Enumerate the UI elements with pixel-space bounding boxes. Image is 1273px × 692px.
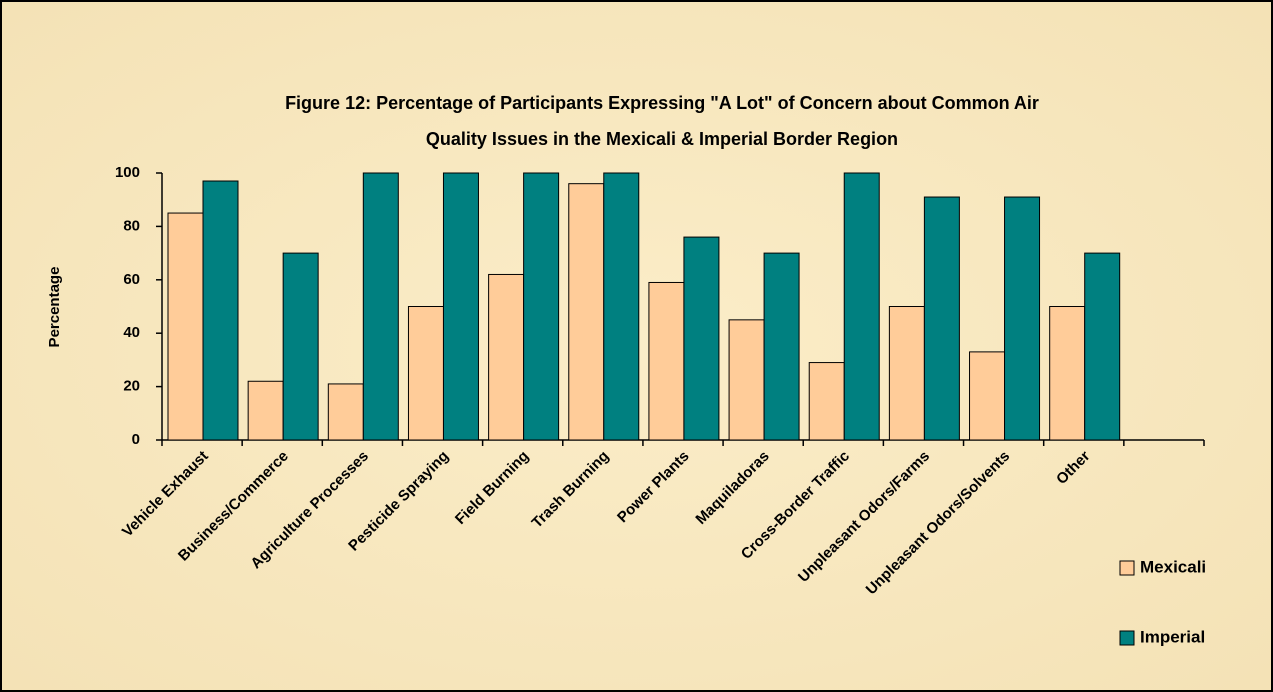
bar bbox=[843, 172, 880, 441]
bar bbox=[969, 351, 1006, 441]
y-tick-label: 40 bbox=[123, 324, 140, 341]
y-tick-label: 60 bbox=[123, 271, 140, 288]
y-tick-label: 0 bbox=[132, 431, 140, 448]
bar bbox=[488, 273, 525, 441]
y-axis-label: Percentage bbox=[46, 267, 63, 348]
bar bbox=[763, 252, 800, 441]
legend-swatch bbox=[1119, 630, 1135, 646]
chart-title: Figure 12: Percentage of Participants Ex… bbox=[285, 93, 1039, 113]
bar bbox=[888, 306, 925, 441]
bar bbox=[282, 252, 319, 441]
bar bbox=[603, 172, 640, 441]
bar bbox=[362, 172, 399, 441]
bar bbox=[1049, 306, 1086, 441]
bar bbox=[247, 380, 284, 441]
bar bbox=[1004, 196, 1041, 441]
bar bbox=[327, 383, 364, 441]
bar bbox=[808, 362, 845, 441]
bar bbox=[568, 183, 605, 441]
legend-label: Mexicali bbox=[1140, 557, 1206, 576]
bar bbox=[407, 306, 444, 441]
bar bbox=[167, 212, 204, 441]
bar bbox=[923, 196, 960, 441]
bar bbox=[202, 180, 239, 441]
chart-title: Quality Issues in the Mexicali & Imperia… bbox=[426, 129, 898, 149]
legend-swatch bbox=[1119, 560, 1135, 576]
legend-label: Imperial bbox=[1140, 627, 1205, 646]
bar bbox=[1084, 252, 1121, 441]
bar bbox=[648, 281, 685, 441]
bar bbox=[728, 319, 765, 441]
y-tick-label: 20 bbox=[123, 378, 140, 395]
y-tick-label: 80 bbox=[123, 217, 140, 234]
bar bbox=[442, 172, 479, 441]
bar bbox=[523, 172, 560, 441]
bar bbox=[683, 236, 720, 441]
y-tick-label: 100 bbox=[115, 164, 140, 181]
